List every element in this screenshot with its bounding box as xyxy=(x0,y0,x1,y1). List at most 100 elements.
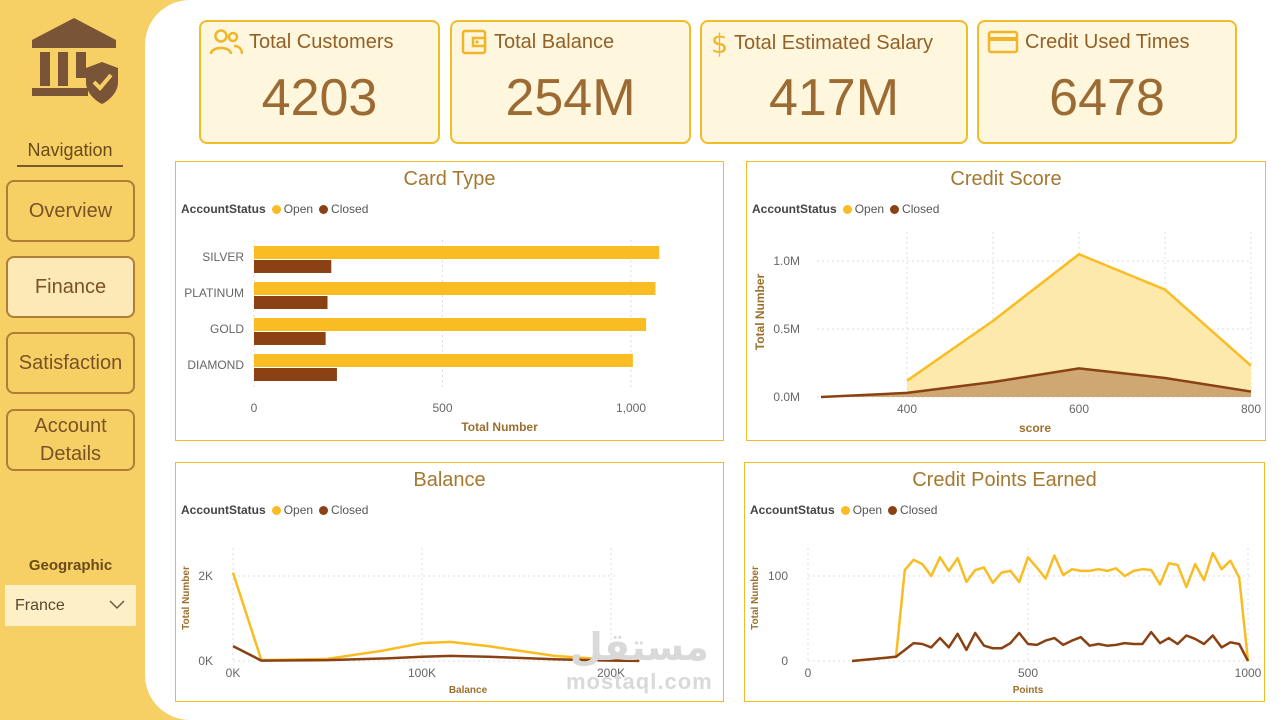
line-closed xyxy=(851,630,1250,663)
credit-card-icon xyxy=(987,30,1019,54)
line-closed xyxy=(820,367,1252,399)
balance-chart-panel: Balance AccountStatus Open Closed 0K 2K 0K… xyxy=(175,462,724,702)
card-type-chart-title: Card Type xyxy=(403,168,496,190)
wallet-icon xyxy=(461,29,487,55)
kpi-total-customers-label: Total Customers xyxy=(249,30,394,53)
balance-chart-title: Balance xyxy=(413,469,486,491)
x-axis-title: Points xyxy=(1013,685,1044,696)
bar-open xyxy=(254,318,647,331)
x-tick-label: 1000 xyxy=(1235,666,1262,680)
x-axis-title: Total Number xyxy=(461,420,538,434)
legend-closed-label: Closed xyxy=(331,202,369,216)
x-tick-label: 600 xyxy=(1069,402,1089,416)
legend-closed-label: Closed xyxy=(900,503,938,517)
card-type-bar-chart: 0 500 1,000 SILVER PLATINUM GOLD DIAMOND Total … xyxy=(184,240,660,434)
legend-open-label: Open xyxy=(283,202,314,216)
legend-closed-label: Closed xyxy=(331,503,369,517)
legend-open: Open xyxy=(271,202,314,216)
kpi-total-estimated-salary-label: Total Estimated Salary xyxy=(734,31,933,54)
y-tick-label: 0K xyxy=(198,654,213,668)
y-tick-label: 2K xyxy=(198,569,213,583)
bar-open xyxy=(254,282,656,295)
nav-finance-button[interactable]: Finance xyxy=(6,256,135,318)
y-tick-label: 1.0M xyxy=(773,254,800,268)
legend-open-label: Open xyxy=(283,503,314,517)
legend-title: AccountStatus xyxy=(181,202,266,216)
dollar-icon: $ xyxy=(711,29,728,58)
bar-closed xyxy=(254,296,328,309)
kpi-total-estimated-salary-value: 417M xyxy=(768,69,900,127)
geographic-dropdown[interactable]: France xyxy=(5,585,136,626)
y-axis-title: Total Number xyxy=(181,566,192,630)
category-label: PLATINUM xyxy=(184,286,244,300)
credit-score-chart-panel: Credit Score AccountStatus Open Closed 0… xyxy=(746,161,1266,441)
x-tick-label: 1,000 xyxy=(616,401,646,415)
geographic-title: Geographic xyxy=(28,557,113,574)
category-label: GOLD xyxy=(210,322,244,336)
y-tick-label: 100 xyxy=(768,569,788,583)
bar-closed xyxy=(254,332,326,345)
nav-satisfaction-button[interactable]: Satisfaction xyxy=(6,332,135,394)
sidebar: Navigation Overview Finance Satisfaction… xyxy=(0,0,145,720)
legend-open: Open xyxy=(840,503,883,517)
card-type-chart-panel: Card Type AccountStatus Open Closed 0 500… xyxy=(175,161,724,441)
line-open xyxy=(231,572,640,663)
x-axis-title: Balance xyxy=(449,685,488,696)
x-tick-label: 500 xyxy=(1018,666,1038,680)
kpi-total-balance-value: 254M xyxy=(505,69,636,127)
legend-title: AccountStatus xyxy=(752,202,837,216)
kpi-credit-used-times-value: 6478 xyxy=(1049,69,1165,127)
kpi-total-balance: Total Balance 254M xyxy=(450,20,691,144)
bar-open xyxy=(254,354,633,367)
category-label: DIAMOND xyxy=(187,358,244,372)
kpi-total-balance-label: Total Balance xyxy=(494,30,615,53)
credit-score-area-chart: 0.0M 0.5M 1.0M 400 600 800 score Total Number xyxy=(753,232,1261,435)
chevron-down-icon xyxy=(109,600,125,610)
chart-legend: AccountStatus Open Closed xyxy=(750,503,943,517)
credit-points-chart-panel: Credit Points Earned AccountStatus Open … xyxy=(744,462,1265,702)
kpi-total-customers: Total Customers 4203 xyxy=(199,20,440,144)
x-axis-title: score xyxy=(1019,421,1051,435)
users-icon xyxy=(209,29,243,55)
legend-open: Open xyxy=(271,503,314,517)
x-tick-label: 0K xyxy=(226,666,241,680)
bar-closed xyxy=(254,368,337,381)
chart-legend: AccountStatus Open Closed xyxy=(181,202,374,216)
x-tick-label: 500 xyxy=(432,401,452,415)
legend-open-label: Open xyxy=(852,503,883,517)
credit-score-chart-title: Credit Score xyxy=(950,168,1062,190)
bar-closed xyxy=(254,260,332,273)
y-tick-label: 0.0M xyxy=(773,390,800,404)
geographic-value: France xyxy=(15,596,65,614)
legend-open: Open xyxy=(842,202,885,216)
kpi-credit-used-times: Credit Used Times 6478 xyxy=(977,20,1237,144)
chart-legend: AccountStatus Open Closed xyxy=(181,503,374,517)
legend-title: AccountStatus xyxy=(750,503,835,517)
chart-legend: AccountStatus Open Closed xyxy=(752,202,945,216)
balance-line-chart: 0K 2K 0K 100K 200K Balance Total Number xyxy=(181,548,640,696)
y-axis-title: Total Number xyxy=(753,273,767,350)
category-label: SILVER xyxy=(202,250,244,264)
legend-closed: Closed xyxy=(888,503,937,517)
legend-closed: Closed xyxy=(319,503,368,517)
kpi-total-estimated-salary: $ Total Estimated Salary 417M xyxy=(700,20,968,144)
x-tick-label: 0 xyxy=(805,666,812,680)
svg-text:$: $ xyxy=(711,29,728,58)
area-closed xyxy=(821,368,1251,397)
bank-shield-icon xyxy=(32,18,118,104)
legend-closed: Closed xyxy=(890,202,939,216)
credit-points-chart-title: Credit Points Earned xyxy=(912,469,1097,491)
legend-closed-label: Closed xyxy=(902,202,940,216)
legend-open-label: Open xyxy=(854,202,885,216)
x-tick-label: 100K xyxy=(408,666,436,680)
legend-title: AccountStatus xyxy=(181,503,266,517)
y-tick-label: 0 xyxy=(781,654,788,668)
x-tick-label: 200K xyxy=(597,666,625,680)
kpi-total-customers-value: 4203 xyxy=(261,69,378,127)
line-open xyxy=(851,551,1250,663)
nav-account-details-button[interactable]: Account Details xyxy=(6,409,135,471)
line-open xyxy=(906,252,1252,382)
legend-closed: Closed xyxy=(319,202,368,216)
nav-overview-button[interactable]: Overview xyxy=(6,180,135,242)
